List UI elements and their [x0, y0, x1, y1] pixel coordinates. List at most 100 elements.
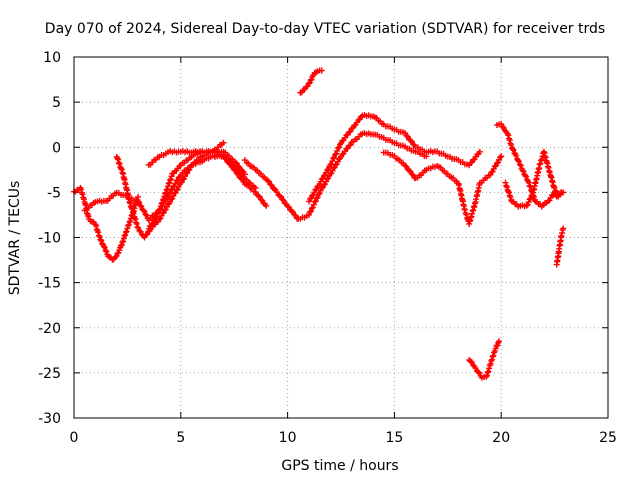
data-point — [475, 368, 482, 375]
data-point — [177, 179, 184, 186]
data-point — [118, 241, 125, 248]
data-point — [309, 192, 316, 199]
data-point — [538, 156, 545, 163]
data-point — [503, 184, 510, 191]
data-point — [538, 157, 545, 164]
data-point — [525, 179, 532, 186]
data-point — [311, 198, 318, 205]
data-point — [123, 228, 130, 235]
data-point — [97, 236, 104, 243]
data-point — [499, 123, 506, 130]
data-point — [514, 157, 521, 164]
y-tick-label: 10 — [43, 50, 61, 66]
series-arc-8 — [380, 149, 505, 227]
data-point — [505, 132, 512, 139]
y-axis-label: SDTVAR / TECUs — [7, 181, 23, 296]
data-point — [156, 206, 163, 213]
x-tick-label: 20 — [492, 430, 510, 446]
data-point — [142, 231, 149, 238]
data-point — [513, 152, 520, 159]
y-tick-label: -5 — [47, 185, 61, 201]
data-point — [488, 357, 495, 364]
data-point — [136, 199, 143, 206]
data-point — [509, 146, 516, 153]
data-point — [307, 77, 314, 84]
data-point — [159, 210, 166, 217]
data-point — [166, 179, 173, 186]
data-point — [135, 224, 142, 231]
grid-lines — [74, 57, 608, 418]
data-point — [161, 207, 168, 214]
data-point — [305, 211, 312, 218]
data-point — [347, 142, 354, 149]
data-point — [307, 195, 314, 202]
series-arc-7 — [305, 111, 483, 205]
data-point — [496, 338, 503, 345]
data-point — [146, 223, 153, 230]
data-point — [124, 225, 131, 232]
data-point — [508, 141, 515, 148]
x-tick-label: 5 — [176, 430, 185, 446]
x-tick-label: 10 — [279, 430, 297, 446]
data-point — [500, 124, 507, 131]
data-point — [488, 356, 495, 363]
data-point — [487, 360, 494, 367]
series-arc-1 — [71, 184, 142, 263]
data-point — [115, 156, 122, 163]
data-point — [498, 153, 505, 160]
data-point — [103, 248, 110, 255]
data-point — [95, 229, 102, 236]
data-point — [143, 212, 150, 219]
data-point — [137, 228, 144, 235]
data-point — [486, 365, 493, 372]
data-point — [332, 161, 339, 168]
data-point — [510, 147, 517, 154]
data-point — [330, 165, 337, 172]
data-point — [318, 176, 325, 183]
x-tick-label: 25 — [599, 430, 617, 446]
data-point — [324, 167, 331, 174]
data-point — [332, 151, 339, 158]
data-point — [488, 169, 495, 176]
data-point — [141, 208, 148, 215]
data-point — [472, 365, 479, 372]
data-point — [127, 218, 134, 225]
data-point — [101, 244, 108, 251]
data-point — [489, 353, 496, 360]
data-point — [498, 120, 505, 127]
data-point — [96, 233, 103, 240]
data-point — [168, 186, 175, 193]
series-arc-9 — [297, 67, 325, 96]
data-point — [163, 194, 170, 201]
data-point — [502, 179, 509, 186]
data-point — [179, 176, 186, 183]
data-point — [168, 173, 175, 180]
data-point — [308, 205, 315, 212]
series-arc-6 — [241, 130, 430, 222]
chart-title: Day 070 of 2024, Sidereal Day-to-day VTE… — [45, 21, 605, 37]
data-point — [318, 67, 325, 74]
axis-ticks: 0 5 10 15 20 25 10 5 0 -5 -10 -15 -20 -25 -30 — [38, 50, 617, 446]
data-point — [140, 207, 147, 214]
series-arc-2 — [81, 139, 227, 224]
data-point — [120, 235, 127, 242]
data-point — [263, 202, 270, 209]
data-point — [330, 155, 337, 162]
data-point — [468, 359, 475, 366]
data-point — [161, 197, 168, 204]
data-point — [493, 343, 500, 350]
data-point — [560, 225, 567, 232]
data-point — [536, 161, 543, 168]
data-point — [320, 172, 327, 179]
data-point — [483, 372, 490, 379]
data-point — [485, 368, 492, 375]
data-point — [324, 176, 331, 183]
x-tick-label: 15 — [385, 430, 403, 446]
data-point — [114, 250, 121, 257]
data-point — [173, 177, 180, 184]
y-tick-label: -15 — [38, 276, 61, 292]
data-point — [100, 243, 107, 250]
y-tick-label: -25 — [38, 366, 61, 382]
y-tick-label: -30 — [38, 411, 61, 427]
data-point — [497, 154, 504, 161]
